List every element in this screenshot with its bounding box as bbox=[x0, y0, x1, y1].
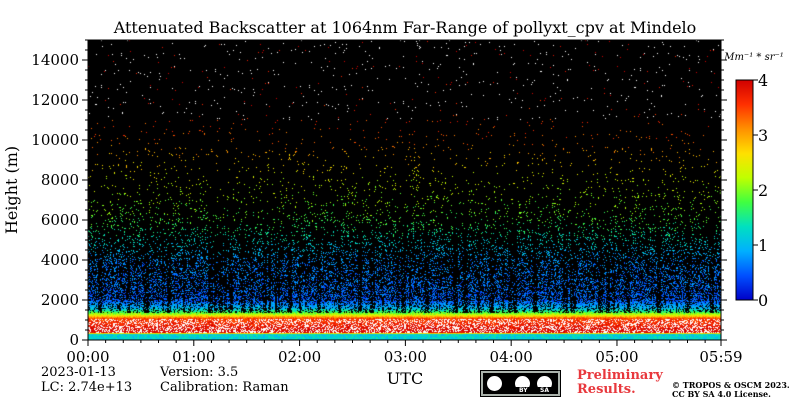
colorbar-tick-label: 4 bbox=[758, 71, 768, 90]
y-tick-label: 8000 bbox=[41, 171, 79, 189]
license-by-label: BY bbox=[519, 387, 528, 394]
x-axis-label: UTC bbox=[387, 369, 423, 388]
colorbar-tick-label: 0 bbox=[758, 291, 768, 310]
colorbar-tick-label: 1 bbox=[758, 236, 768, 255]
colorbar-bar bbox=[735, 79, 754, 301]
x-tick-label: 03:00 bbox=[384, 348, 427, 366]
y-tick-label: 12000 bbox=[31, 91, 79, 109]
y-axis: 0 2000 4000 6000 8000 10000 12000 14000 bbox=[31, 39, 727, 349]
footer-date: 2023-01-13 bbox=[41, 365, 116, 380]
x-axis: 00:00 01:00 02:00 03:00 04:00 05:00 05:59 bbox=[66, 340, 743, 366]
y-tick-label: 14000 bbox=[31, 51, 79, 69]
footer-calibration: Calibration: Raman bbox=[160, 380, 289, 395]
chart-title: Attenuated Backscatter at 1064nm Far-Ran… bbox=[113, 18, 697, 37]
preliminary-line1: Preliminary bbox=[577, 368, 663, 383]
y-tick-label: 2000 bbox=[41, 291, 79, 309]
y-axis-label: Height (m) bbox=[2, 146, 21, 234]
y-tick-label: 10000 bbox=[31, 131, 79, 149]
x-tick-label: 01:00 bbox=[172, 348, 215, 366]
footer-version: Version: 3.5 bbox=[160, 365, 239, 380]
x-tick-label: 05:59 bbox=[699, 348, 742, 366]
colorbar: 0 1 2 3 4 Mm⁻¹ * sr⁻¹ bbox=[723, 52, 784, 310]
x-tick-label: 05:00 bbox=[595, 348, 638, 366]
y-tick-label: 6000 bbox=[41, 211, 79, 229]
colorbar-label: Mm⁻¹ * sr⁻¹ bbox=[723, 52, 784, 63]
cc-by-sa-badge: BY SA bbox=[480, 370, 561, 397]
backscatter-heatmap bbox=[88, 40, 721, 340]
colorbar-tick-label: 3 bbox=[758, 126, 768, 145]
copyright-line2: CC BY SA 4.0 License. bbox=[672, 389, 771, 399]
license-sa-label: SA bbox=[540, 387, 549, 394]
preliminary-line2: Results. bbox=[577, 382, 636, 397]
x-tick-label: 04:00 bbox=[490, 348, 533, 366]
copyright-line1: © TROPOS & OSCM 2023. bbox=[672, 380, 790, 390]
copyright-notice: © TROPOS & OSCM 2023. CC BY SA 4.0 Licen… bbox=[672, 381, 790, 399]
plot-area bbox=[87, 39, 722, 341]
footer-lc: LC: 2.74e+13 bbox=[41, 380, 133, 395]
y-tick-label: 0 bbox=[69, 331, 79, 349]
x-tick-label: 02:00 bbox=[278, 348, 321, 366]
colorbar-tick-label: 2 bbox=[758, 181, 768, 200]
cc-icon bbox=[485, 374, 504, 393]
x-tick-label: 00:00 bbox=[66, 348, 109, 366]
preliminary-notice: Preliminary Results. bbox=[577, 369, 663, 397]
y-tick-label: 4000 bbox=[41, 251, 79, 269]
